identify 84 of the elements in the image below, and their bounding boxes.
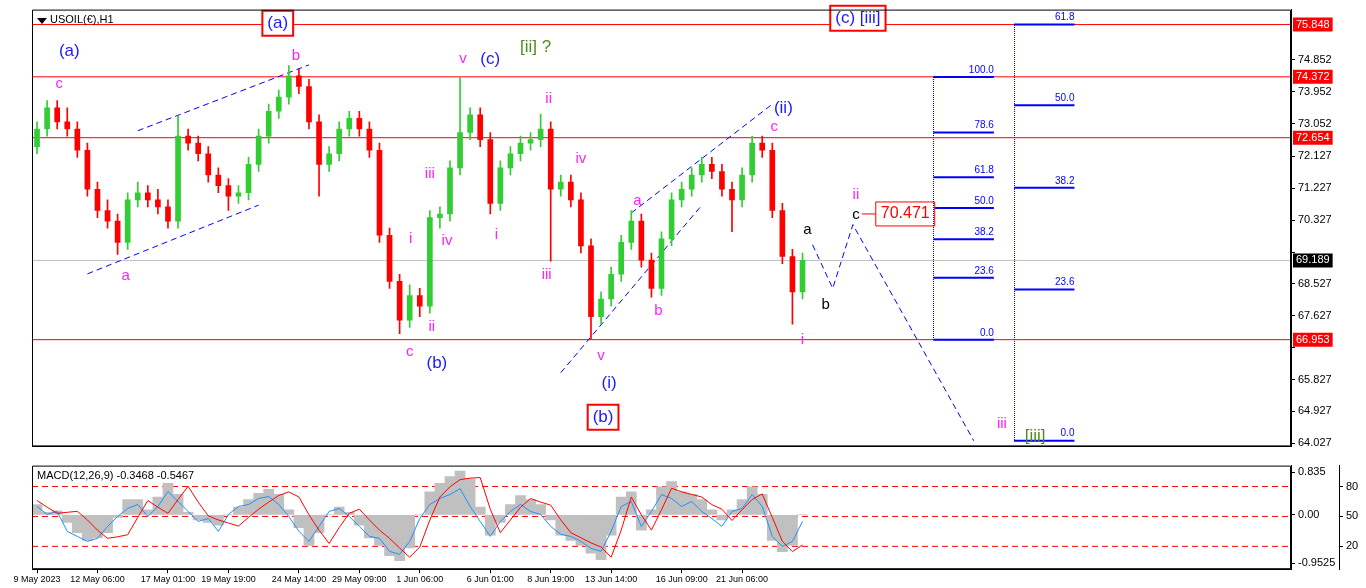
- ref-line-label: 74.372: [1296, 69, 1330, 82]
- annotation: c: [770, 116, 779, 134]
- annotation: v: [459, 49, 468, 67]
- series-label: 38.2: [974, 225, 995, 237]
- annotation: iii: [541, 265, 552, 283]
- x-tick-label: 9 May 2023: [13, 574, 61, 585]
- annotation: (b): [426, 352, 448, 372]
- annotation: a: [633, 190, 643, 208]
- y-tick-label: 64.927: [1298, 404, 1332, 417]
- ref-line-label: 72.654: [1296, 130, 1330, 143]
- series-label: 78.6: [974, 119, 995, 131]
- y-tick-label: 64.027: [1298, 436, 1332, 449]
- chart-title: MACD(12,26,9) -0.3468 -0.5467: [37, 469, 195, 482]
- candlestick: [729, 181, 735, 233]
- y2-tick-label: 50: [1346, 509, 1359, 522]
- annotation: ii: [545, 88, 553, 106]
- series-label: 23.6: [974, 264, 995, 276]
- y2-tick-label: 20: [1346, 539, 1359, 552]
- x-tick-label: 16 Jun 09:00: [655, 574, 708, 585]
- annotation: a: [121, 266, 131, 284]
- annotation: iv: [575, 148, 587, 166]
- annotation: c: [55, 74, 64, 92]
- y-tick-label: 73.052: [1298, 116, 1332, 129]
- annotation: (ii): [773, 98, 793, 118]
- y-tick-label: 71.227: [1298, 181, 1332, 194]
- x-tick-label: 12 May 06:00: [70, 574, 125, 585]
- annotation: b: [654, 300, 663, 318]
- ref-line-label: 69.189: [1296, 253, 1330, 266]
- annotation: i: [409, 229, 413, 247]
- y-tick-label: 0.00: [1298, 507, 1320, 520]
- annotation: (b): [592, 407, 614, 427]
- annotation: (c) [iii]: [835, 8, 881, 27]
- y-tick-label: 72.127: [1298, 149, 1332, 162]
- candlestick: [437, 206, 443, 229]
- annotation: 70.471: [880, 204, 930, 222]
- series-label: 0.0: [1060, 427, 1075, 439]
- annotation: ii: [428, 317, 436, 335]
- x-tick-label: 13 Jun 14:00: [585, 574, 638, 585]
- annotation: [ii] ?: [520, 37, 552, 57]
- series-label: 100.0: [968, 63, 995, 75]
- series-label: 50.0: [1054, 92, 1075, 103]
- annotation: v: [597, 345, 606, 363]
- x-tick-label: 21 Jun 06:00: [716, 574, 769, 585]
- x-tick-label: 17 May 01:00: [140, 574, 196, 585]
- y2-tick-label: 80: [1346, 479, 1359, 492]
- y-tick-label: 74.852: [1298, 52, 1332, 65]
- chart-title: USOIL(€),H1: [50, 13, 114, 26]
- x-tick-label: 8 Jun 19:00: [527, 574, 575, 585]
- annotation: ii: [852, 184, 860, 202]
- x-tick-label: 24 May 14:00: [271, 574, 327, 585]
- annotation: (a): [267, 12, 289, 32]
- annotation: iii: [996, 414, 1007, 432]
- ref-line-label: 66.953: [1296, 332, 1330, 345]
- series-label: 38.2: [1054, 174, 1075, 186]
- annotation: a: [803, 219, 813, 237]
- ref-line-label: 75.848: [1296, 17, 1330, 30]
- annotation: c: [405, 341, 414, 359]
- annotation: iii: [424, 164, 435, 182]
- x-tick-label: 6 Jun 01:00: [466, 574, 514, 585]
- annotation: i: [800, 330, 805, 347]
- x-tick-label: 19 May 19:00: [201, 574, 256, 585]
- annotation: i: [494, 225, 498, 243]
- annotation: c: [852, 205, 861, 223]
- line-series: [812, 224, 975, 442]
- annotation: b: [821, 295, 830, 313]
- y-tick-label: 0.835: [1298, 465, 1326, 478]
- y-tick-label: -0.9525: [1298, 556, 1336, 569]
- y-tick-label: 70.327: [1298, 213, 1332, 226]
- y-tick-label: 67.627: [1298, 308, 1332, 321]
- y-tick-label: 73.952: [1298, 84, 1332, 97]
- x-tick-label: 1 Jun 06:00: [396, 574, 444, 585]
- y-tick-label: 65.827: [1298, 372, 1332, 385]
- y-tick-label: 68.527: [1298, 276, 1332, 289]
- annotation: (c): [480, 48, 501, 68]
- annotation: iv: [441, 231, 453, 249]
- series-label: 0.0: [979, 326, 995, 338]
- annotation: (i): [601, 373, 617, 393]
- x-tick-label: 29 May 09:00: [332, 574, 387, 585]
- series-label: 61.8: [974, 163, 995, 175]
- annotation: (a): [58, 40, 80, 60]
- annotation: b: [291, 46, 301, 64]
- series-label: 50.0: [974, 194, 995, 206]
- series-label: 23.6: [1054, 276, 1075, 288]
- series-label: 61.8: [1054, 11, 1075, 23]
